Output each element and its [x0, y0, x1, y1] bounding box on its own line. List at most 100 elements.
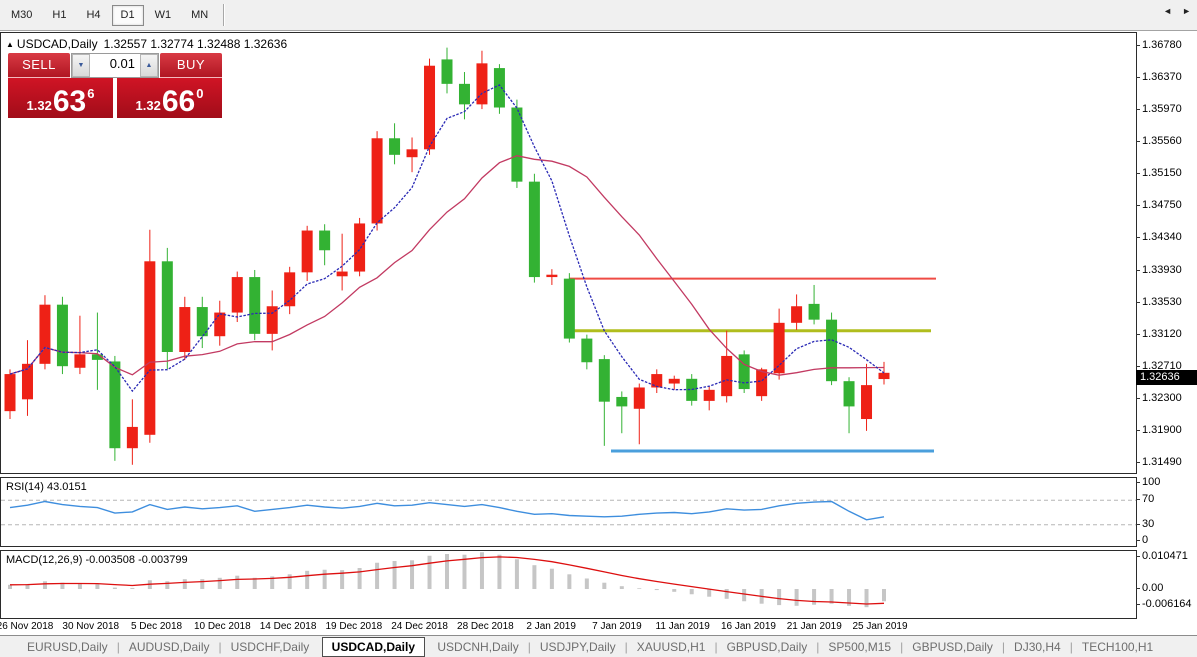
- chart-tab-audusd[interactable]: AUDUSD,Daily: [128, 639, 210, 654]
- tab-separator: |: [1069, 639, 1073, 654]
- chart-title: ▲ USDCAD,Daily 1.32557 1.32774 1.32488 1.3…: [6, 37, 287, 51]
- date-axis-label: 11 Jan 2019: [655, 621, 710, 632]
- chart-tab-dj30[interactable]: DJ30,H4: [1014, 639, 1061, 654]
- macd-bar: [60, 582, 65, 589]
- macd-bar: [864, 589, 869, 608]
- candle-body: [336, 271, 348, 277]
- fast-ma-line: [9, 84, 885, 393]
- candle-body: [301, 230, 313, 273]
- price-axis-tick: [1136, 77, 1140, 79]
- candle-body: [458, 83, 470, 105]
- macd-axis-tick: [1136, 588, 1140, 589]
- macd-bar: [287, 574, 292, 589]
- macd-bar: [392, 561, 397, 589]
- sell-price-box[interactable]: 1.32 63 6: [8, 78, 113, 118]
- chart-tab-eurusd[interactable]: EURUSD,Daily: [27, 639, 108, 654]
- current-price-badge: 1.32636: [1136, 370, 1197, 385]
- price-axis-tick: [1136, 173, 1140, 175]
- rsi-axis-label: 70: [1142, 493, 1155, 505]
- candle-body: [179, 307, 191, 352]
- price-axis-tick: [1136, 109, 1140, 111]
- candle-body: [249, 277, 261, 334]
- chart-tab-xauusd[interactable]: XAUUSD,H1: [636, 639, 706, 654]
- macd-bar: [165, 581, 170, 589]
- volume-decrease-icon[interactable]: ▼: [72, 54, 90, 77]
- volume-input[interactable]: 0.01: [109, 56, 135, 71]
- tab-separator: |: [527, 639, 531, 654]
- price-axis-label: 1.36370: [1142, 71, 1182, 84]
- date-axis-label: 30 Nov 2018: [62, 621, 120, 632]
- macd-axis-label: 0.010471: [1142, 550, 1188, 562]
- timeframe-button-m30[interactable]: M30: [11, 8, 33, 21]
- macd-bar: [112, 587, 117, 589]
- timeframe-button-d1[interactable]: D1: [111, 4, 144, 26]
- date-axis-label: 25 Jan 2019: [852, 621, 908, 632]
- buy-button[interactable]: BUY: [160, 53, 222, 78]
- chart-tab-sp500[interactable]: SP500,M15: [828, 639, 892, 654]
- date-axis-label: 10 Dec 2018: [193, 621, 251, 632]
- candle-body: [633, 387, 645, 409]
- rsi-axis-label: 100: [1142, 476, 1161, 488]
- rsi-indicator-panel[interactable]: RSI(14) 43.0151: [0, 477, 1137, 547]
- candle-body: [598, 359, 610, 402]
- candle-body: [738, 354, 750, 390]
- price-axis-label: 1.31490: [1142, 456, 1182, 469]
- macd-bar: [305, 570, 310, 589]
- price-axis-tick: [1136, 237, 1140, 239]
- candle-body: [546, 274, 558, 278]
- buy-price-box[interactable]: 1.32 66 0: [117, 78, 222, 118]
- timeframe-button-h4[interactable]: H4: [86, 8, 101, 21]
- macd-bar: [689, 589, 694, 595]
- candle-body: [406, 149, 418, 158]
- macd-bar: [584, 578, 589, 589]
- candle-body: [144, 261, 156, 435]
- macd-axis-tick: [1136, 556, 1140, 557]
- macd-indicator-panel[interactable]: MACD(12,26,9) -0.003508 -0.003799: [0, 550, 1137, 619]
- date-axis-label: 19 Dec 2018: [325, 621, 383, 632]
- candle-body: [266, 306, 278, 334]
- chart-ohlc-values: 1.32557 1.32774 1.32488 1.32636: [103, 37, 288, 51]
- candle-body: [389, 138, 401, 155]
- chart-tab-usdcnh[interactable]: USDCNH,Daily: [437, 639, 519, 654]
- chart-tab-tech100[interactable]: TECH100,H1: [1081, 639, 1154, 654]
- chart-tab-gbpusd[interactable]: GBPUSD,Daily: [912, 639, 993, 654]
- timeframe-button-h1[interactable]: H1: [52, 8, 67, 21]
- macd-bar: [654, 589, 659, 591]
- macd-bar: [532, 565, 537, 589]
- candle-body: [441, 59, 453, 84]
- candle-body: [476, 63, 488, 105]
- candlestick-chart: [4, 47, 936, 465]
- macd-bar: [235, 575, 240, 589]
- chart-tab-usdchf[interactable]: USDCHF,Daily: [230, 639, 310, 654]
- date-axis-label: 5 Dec 2018: [130, 621, 183, 632]
- timeframe-button-w1[interactable]: W1: [154, 8, 172, 21]
- candle-body: [126, 426, 138, 449]
- chart-tab-gbpusd[interactable]: GBPUSD,Daily: [726, 639, 808, 654]
- sell-button[interactable]: SELL: [8, 53, 70, 78]
- macd-bar: [602, 582, 607, 589]
- price-axis-tick: [1136, 269, 1140, 271]
- candle-body: [756, 369, 768, 397]
- macd-bar: [619, 586, 624, 589]
- price-axis-label: 1.33530: [1142, 295, 1182, 308]
- tab-scroll-right-icon[interactable]: ►: [1182, 6, 1191, 16]
- collapse-triangle-icon[interactable]: ▲: [6, 40, 14, 49]
- candle-body: [354, 223, 366, 272]
- macd-bar: [724, 589, 729, 599]
- candle-body: [284, 272, 296, 307]
- tab-separator: |: [714, 639, 718, 654]
- macd-bar: [882, 589, 886, 602]
- tab-scroll-left-icon[interactable]: ◄: [1163, 6, 1173, 16]
- sell-price-prefix: 1.32: [26, 98, 52, 113]
- volume-increase-icon[interactable]: ▲: [140, 54, 158, 77]
- timeframe-button-mn[interactable]: MN: [191, 8, 209, 21]
- macd-bar: [812, 589, 817, 605]
- macd-axis-label: -0.006164: [1142, 598, 1192, 610]
- chart-tab-usdjpy[interactable]: USDJPY,Daily: [539, 639, 616, 654]
- candle-body: [581, 338, 593, 363]
- chart-tab-usdcad[interactable]: USDCAD,Daily: [321, 636, 426, 657]
- macd-bar: [829, 589, 834, 604]
- macd-bar: [252, 577, 257, 589]
- rsi-axis-tick: [1136, 540, 1140, 541]
- date-axis-label: 14 Dec 2018: [259, 621, 317, 632]
